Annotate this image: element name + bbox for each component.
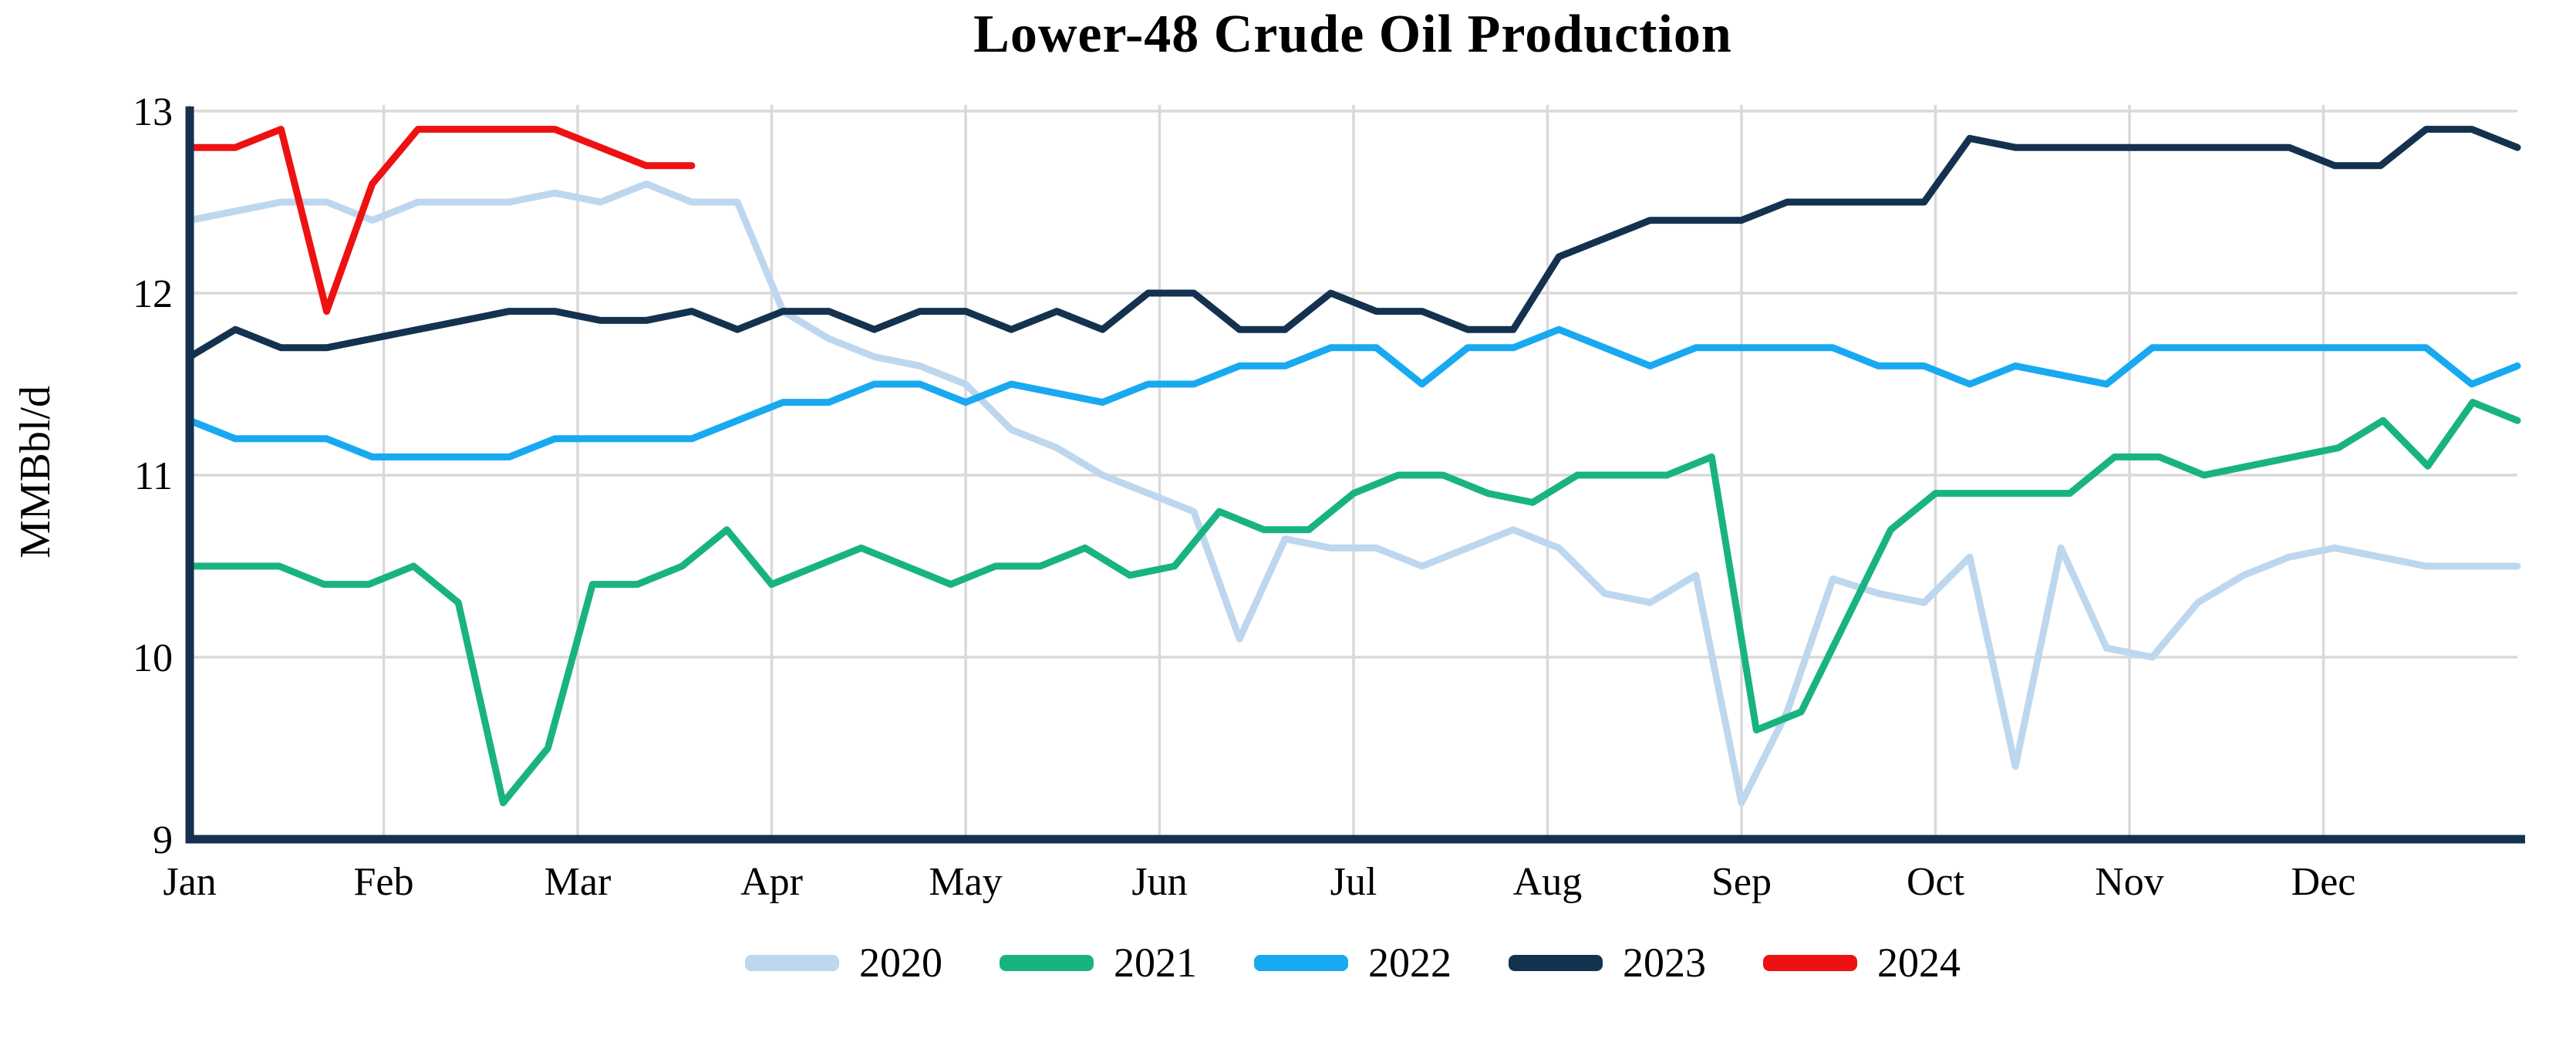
legend-label-2023: 2023 <box>1623 939 1706 986</box>
legend-swatch-2023 <box>1509 954 1603 971</box>
legend-item-2023: 2023 <box>1509 939 1706 986</box>
legend-swatch-2022 <box>1254 954 1348 971</box>
legend-swatch-2024 <box>1763 954 1857 971</box>
chart-legend: 2020 2021 2022 2023 2024 <box>189 939 2517 986</box>
legend-item-2024: 2024 <box>1763 939 1961 986</box>
legend-item-2022: 2022 <box>1254 939 1452 986</box>
legend-swatch-2020 <box>745 954 839 971</box>
x-tick-label-mar: Mar <box>545 860 612 904</box>
x-tick-label-jul: Jul <box>1330 860 1377 904</box>
chart-title: Lower-48 Crude Oil Production <box>973 5 1732 64</box>
legend-item-2021: 2021 <box>1000 939 1197 986</box>
y-tick-label-10: 10 <box>133 636 173 680</box>
legend-label-2020: 2020 <box>859 939 942 986</box>
series-line-2022 <box>186 325 2521 460</box>
y-tick-label-13: 13 <box>133 90 173 134</box>
x-tick-label-may: May <box>929 860 1002 904</box>
legend-label-2024: 2024 <box>1877 939 1961 986</box>
legend-swatch-2021 <box>1000 954 1094 971</box>
x-tick-label-jun: Jun <box>1131 860 1187 904</box>
y-tick-label-11: 11 <box>134 454 173 498</box>
legend-label-2021: 2021 <box>1114 939 1197 986</box>
x-tick-label-jan: Jan <box>163 860 216 904</box>
series-line-2020 <box>186 180 2521 807</box>
series-line-2024 <box>186 126 696 315</box>
y-tick-label-9: 9 <box>153 818 173 862</box>
x-tick-label-dec: Dec <box>2291 860 2356 904</box>
series-line-2021 <box>186 399 2521 807</box>
x-tick-label-sep: Sep <box>1711 860 1772 904</box>
series-line-2023 <box>186 126 2521 361</box>
legend-item-2020: 2020 <box>745 939 942 986</box>
y-tick-label-12: 12 <box>133 272 173 316</box>
x-tick-label-aug: Aug <box>1513 860 1583 904</box>
legend-label-2022: 2022 <box>1368 939 1452 986</box>
x-tick-label-oct: Oct <box>1907 860 1965 904</box>
x-tick-label-apr: Apr <box>740 860 803 904</box>
x-tick-label-feb: Feb <box>354 860 414 904</box>
x-tick-label-nov: Nov <box>2095 860 2164 904</box>
